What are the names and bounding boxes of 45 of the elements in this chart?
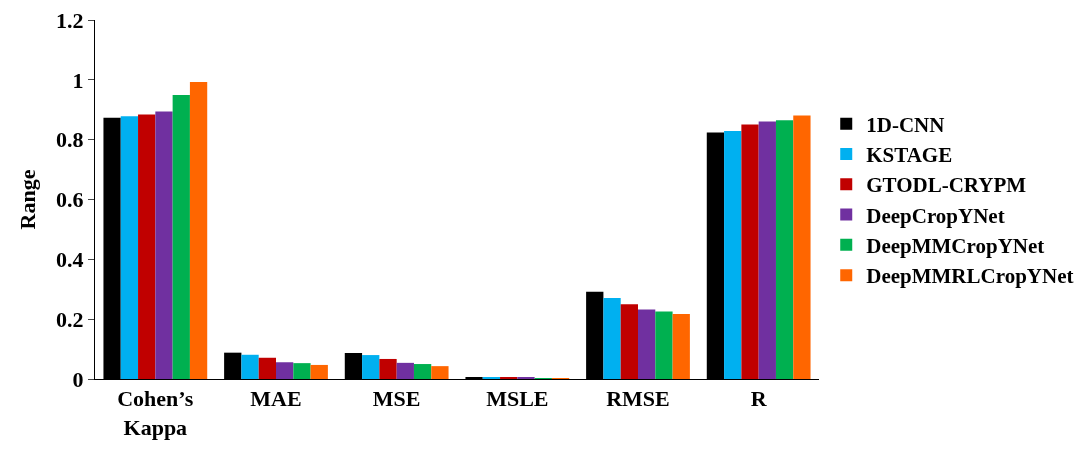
bar [431,366,449,379]
x-tick-label: R [750,386,768,412]
bar [258,357,276,379]
bar [413,364,432,379]
x-tick-label: MSLE [486,386,549,412]
bar [603,297,621,379]
y-axis-title: Range [14,169,40,230]
bar [362,355,380,379]
bar [276,362,294,379]
x-tick-label: RMSE [606,386,670,412]
bar [672,314,690,379]
bar [155,111,173,379]
bar [638,309,656,379]
x-tick-label: MSE [372,386,421,412]
y-tick-label: 0.6 [56,187,84,213]
bar [189,81,208,379]
bar [758,121,776,379]
bar [293,363,311,379]
bar [138,114,156,379]
bar [620,304,638,379]
bar [724,130,742,379]
legend-label: DeepMMRLCropYNet [866,264,1074,289]
y-tick-label: 1 [72,67,84,93]
x-tick-label: MAE [250,386,302,412]
y-tick-label: 1.2 [56,7,84,33]
bar [775,120,794,379]
bar [396,362,414,379]
legend-label: DeepMMCropYNet [866,234,1045,259]
bar [793,115,811,379]
bar [241,354,259,379]
y-tick-label: 0.8 [56,127,84,153]
legend-label: KSTAGE [866,143,953,168]
x-tick-label: Cohen’s Kappa [117,386,194,440]
bar [379,358,397,379]
bar [310,364,328,379]
bar [741,124,759,379]
legend-label: DeepCropYNet [866,203,1005,228]
y-tick-label: 0.2 [56,306,84,332]
bar [655,311,673,379]
legend-label: 1D-CNN [866,112,945,137]
y-tick-label: 0.4 [56,247,84,273]
y-tick-label: 0 [72,366,84,392]
bar [120,116,139,379]
legend-label: GTODL-CRYPM [866,173,1027,198]
bar [172,95,190,379]
